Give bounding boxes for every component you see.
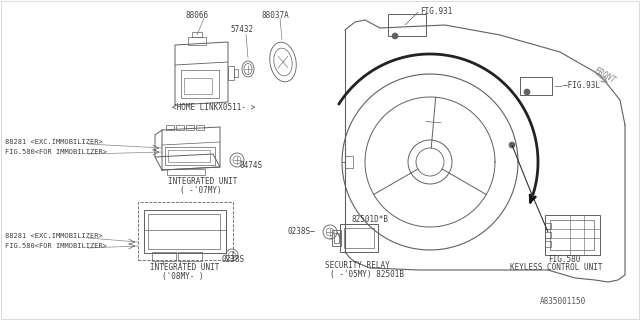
Text: ('08MY- ): ('08MY- ) [162, 273, 204, 282]
Text: INTEGRATED UNIT: INTEGRATED UNIT [150, 263, 220, 273]
Circle shape [524, 89, 530, 95]
Bar [181, 70, 219, 98]
Bar [166, 125, 174, 130]
Bar [186, 125, 194, 130]
Text: 88281 <EXC.IMMOBILIZER>: 88281 <EXC.IMMOBILIZER> [5, 233, 103, 239]
Text: INTEGRATED UNIT: INTEGRATED UNIT [168, 178, 237, 187]
Bar [148, 214, 220, 249]
Bar [234, 69, 238, 77]
Text: —FIG.93L: —FIG.93L [563, 82, 600, 91]
Text: 88281 <EXC.IMMOBILIZER>: 88281 <EXC.IMMOBILIZER> [5, 139, 103, 145]
Text: 88066: 88066 [185, 11, 208, 20]
Bar [550, 220, 594, 250]
Text: 0474S: 0474S [240, 161, 263, 170]
Text: 0238S: 0238S [222, 255, 245, 265]
Bar [332, 230, 341, 246]
Text: FIG.580: FIG.580 [548, 255, 580, 265]
Text: 88037A: 88037A [261, 11, 289, 20]
Bar [196, 125, 204, 130]
Text: 57432: 57432 [230, 26, 253, 35]
Text: 82501D*B: 82501D*B [352, 215, 389, 225]
Bar [545, 232, 551, 238]
Bar [167, 169, 205, 175]
Circle shape [509, 142, 515, 148]
Text: ( -'05MY) 82501B: ( -'05MY) 82501B [330, 269, 404, 278]
Bar [165, 147, 215, 165]
Bar [334, 233, 339, 243]
Bar [192, 32, 202, 37]
Text: KEYLESS CONTROL UNIT: KEYLESS CONTROL UNIT [510, 263, 602, 273]
Text: SECURITY RELAY: SECURITY RELAY [325, 260, 390, 269]
Bar [545, 223, 551, 229]
Bar [228, 66, 234, 80]
Bar [188, 37, 206, 45]
Bar [144, 210, 226, 253]
Bar [345, 156, 353, 168]
Bar [152, 252, 176, 261]
Bar [138, 202, 233, 260]
Bar [545, 241, 551, 247]
Bar [545, 215, 600, 255]
Bar [184, 78, 212, 94]
Bar [520, 77, 552, 95]
Text: FIG.580<FOR IMMOBILIZER>: FIG.580<FOR IMMOBILIZER> [5, 149, 107, 155]
Text: <HOME LINKX0511- >: <HOME LINKX0511- > [172, 103, 255, 113]
Text: 0238S—: 0238S— [287, 228, 315, 236]
Bar [340, 224, 378, 252]
Text: ( -'07MY): ( -'07MY) [180, 187, 221, 196]
Text: FIG.931: FIG.931 [420, 7, 452, 17]
Bar [344, 228, 374, 248]
Text: FRONT: FRONT [593, 66, 617, 85]
Bar [176, 125, 184, 130]
Circle shape [392, 33, 398, 39]
Bar [388, 14, 426, 36]
Text: A835001150: A835001150 [540, 298, 586, 307]
Bar [168, 150, 210, 162]
Text: FIG.580<FOR IMMOBILIZER>: FIG.580<FOR IMMOBILIZER> [5, 243, 107, 249]
Bar [178, 252, 202, 261]
